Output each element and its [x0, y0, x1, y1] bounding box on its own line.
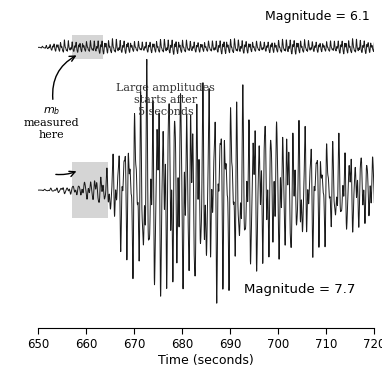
Text: Large amplitudes
starts after
5 seconds: Large amplitudes starts after 5 seconds — [116, 84, 215, 117]
Text: Magnitude = 6.1: Magnitude = 6.1 — [265, 10, 369, 24]
Text: Magnitude = 7.7: Magnitude = 7.7 — [244, 283, 355, 297]
Bar — [72, 35, 103, 59]
X-axis label: Time (seconds): Time (seconds) — [159, 354, 254, 367]
Text: $m_b$
measured
here: $m_b$ measured here — [24, 105, 79, 140]
Bar — [72, 162, 108, 218]
